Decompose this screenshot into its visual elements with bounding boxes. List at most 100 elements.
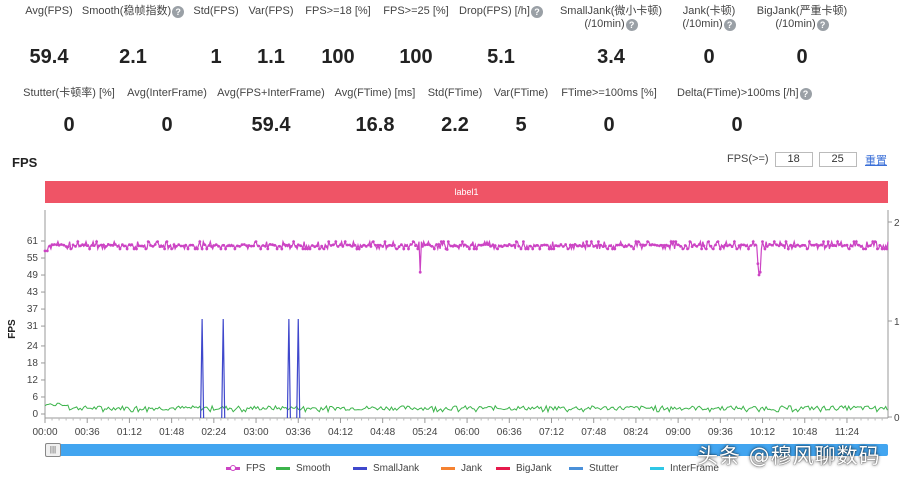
series-fps-point bbox=[829, 244, 832, 247]
help-icon[interactable]: ? bbox=[625, 19, 638, 31]
series-fps-point bbox=[775, 243, 778, 247]
series-fps-point bbox=[533, 244, 537, 248]
series-fps-point bbox=[186, 247, 190, 251]
series-fps-point bbox=[81, 243, 84, 246]
legend-item-fps[interactable]: FPS bbox=[226, 463, 265, 474]
series-fps-point bbox=[104, 245, 108, 248]
series-fps-point bbox=[250, 244, 253, 248]
series-fps-point bbox=[170, 247, 174, 251]
series-fps-point bbox=[53, 243, 56, 246]
help-icon[interactable]: ? bbox=[816, 19, 829, 31]
series-fps-point bbox=[428, 243, 431, 247]
row1-stat-7: SmallJank(微小卡顿) (/10min)? 3.4 bbox=[551, 5, 671, 75]
series-fps-point bbox=[477, 243, 481, 247]
series-fps-point bbox=[498, 244, 502, 248]
series-fps-point bbox=[852, 240, 856, 243]
series-fps-point bbox=[146, 240, 150, 243]
series-fps-point bbox=[343, 240, 347, 243]
series-fps-point bbox=[718, 247, 722, 251]
stat-value: 100 bbox=[399, 46, 433, 68]
series-fps-point bbox=[329, 244, 333, 247]
y-tick-label: 18 bbox=[27, 358, 39, 369]
stat-value: 1.1 bbox=[257, 46, 285, 68]
series-fps-point bbox=[468, 247, 471, 251]
series-fps-point bbox=[878, 244, 882, 247]
series-fps-point bbox=[843, 244, 846, 247]
series-fps-point bbox=[294, 245, 298, 248]
series-fps-point bbox=[810, 243, 814, 247]
series-fps-point bbox=[285, 243, 288, 247]
series-fps-point bbox=[360, 245, 363, 248]
series-fps-point bbox=[784, 240, 788, 243]
series-fps-point bbox=[289, 245, 293, 248]
stat-label: FPS>=25 [%] bbox=[356, 5, 476, 18]
x-tick-label: 00:00 bbox=[32, 427, 57, 438]
series-fps-point bbox=[179, 244, 183, 248]
stat-label-text: Std(FTime) bbox=[427, 87, 483, 99]
stat-value: 59.4 bbox=[29, 46, 69, 68]
series-fps-point bbox=[327, 240, 331, 243]
help-icon[interactable]: ? bbox=[172, 6, 185, 18]
x-tick-label: 01:48 bbox=[159, 427, 184, 438]
series-fps-point bbox=[622, 245, 626, 249]
stat-label-text: SmallJank(微小卡顿) bbox=[559, 5, 663, 17]
x-tick-label: 10:48 bbox=[792, 427, 817, 438]
legend-item-smooth[interactable]: Smooth bbox=[276, 463, 330, 474]
series-fps-point bbox=[299, 244, 302, 248]
series-fps-point bbox=[707, 240, 710, 243]
series-fps-point bbox=[371, 240, 375, 243]
stat-label-text: Smooth(稳帧指数) bbox=[81, 5, 172, 17]
fps-threshold-high-input[interactable] bbox=[818, 151, 857, 167]
legend-item-smalljank[interactable]: SmallJank bbox=[353, 463, 419, 474]
series-fps-point bbox=[561, 245, 565, 248]
legend: FPS Smooth SmallJank Jank BigJank Stutter Inte… bbox=[0, 463, 900, 477]
series-fps-point bbox=[310, 244, 314, 247]
series-fps-point bbox=[540, 244, 544, 247]
series-fps-point bbox=[590, 240, 593, 243]
stat-label: FTime>=100ms [%] bbox=[549, 87, 669, 100]
series-fps-point bbox=[625, 245, 628, 248]
series-fps-point bbox=[57, 243, 61, 247]
help-icon[interactable]: ? bbox=[723, 19, 736, 31]
reset-link[interactable]: 重置 bbox=[865, 155, 887, 167]
stat-label-text: BigJank(严重卡顿) bbox=[756, 5, 848, 17]
help-icon[interactable]: ? bbox=[799, 88, 812, 100]
series-fps-point bbox=[409, 243, 413, 246]
series-fps-point bbox=[761, 240, 764, 243]
series-fps-point bbox=[334, 240, 338, 243]
stat-value: 0 bbox=[603, 114, 615, 136]
series-fps-point bbox=[744, 244, 748, 248]
series-fps-point bbox=[538, 247, 542, 251]
series-fps-point bbox=[695, 244, 699, 248]
help-icon[interactable]: ? bbox=[530, 6, 543, 18]
time-range-slider[interactable] bbox=[45, 444, 888, 456]
series-fps-point bbox=[819, 243, 823, 247]
legend-item-interframe[interactable]: InterFrame bbox=[650, 463, 719, 474]
legend-label: SmallJank bbox=[373, 463, 420, 474]
stat-label: Avg(InterFrame) bbox=[107, 87, 227, 100]
series-fps-point bbox=[306, 247, 309, 251]
stat-value: 3.4 bbox=[597, 46, 625, 68]
series-fps-point bbox=[238, 245, 242, 248]
series-fps-point bbox=[62, 243, 66, 247]
series-fps-point bbox=[221, 243, 225, 247]
series-fps-point bbox=[854, 240, 858, 243]
series-fps-point bbox=[144, 247, 148, 251]
series-fps-point bbox=[198, 240, 202, 243]
stat-label: Stutter(卡顿率) [%] bbox=[9, 87, 129, 100]
series-fps-point bbox=[118, 247, 122, 251]
series-fps-point bbox=[615, 243, 619, 247]
x-tick-label: 02:24 bbox=[201, 427, 226, 438]
series-fps-point bbox=[437, 243, 441, 246]
legend-item-stutter[interactable]: Stutter bbox=[569, 463, 618, 474]
series-fps-point bbox=[83, 243, 87, 247]
legend-item-bigjank[interactable]: BigJank bbox=[496, 463, 552, 474]
stat-label-text: Avg(InterFrame) bbox=[127, 87, 207, 99]
series-fps-point bbox=[557, 244, 560, 248]
series-fps-point bbox=[55, 243, 59, 247]
series-fps-point bbox=[862, 247, 865, 251]
slider-handle[interactable]: ||| bbox=[45, 443, 61, 457]
legend-item-jank[interactable]: Jank bbox=[441, 463, 482, 474]
series-fps-point bbox=[121, 243, 124, 247]
fps-threshold-low-input[interactable] bbox=[774, 151, 813, 167]
